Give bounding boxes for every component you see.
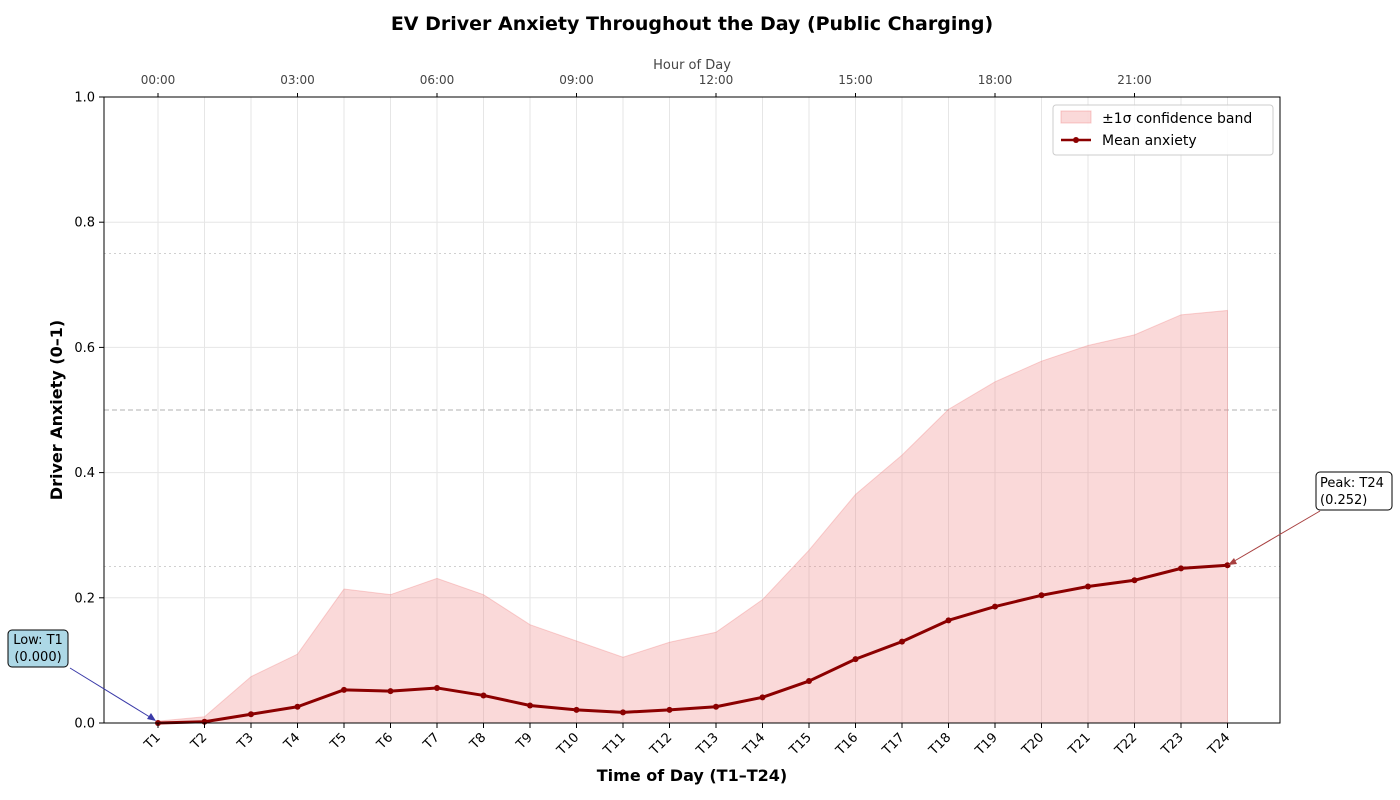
top-tick-label: 00:00: [141, 73, 176, 87]
y-axis-label: Driver Anxiety (0–1): [47, 320, 66, 500]
x-tick-label: T21: [1065, 730, 1094, 759]
x-tick-label: T23: [1158, 730, 1187, 759]
annotation-low-line2: (0.000): [14, 650, 61, 665]
x-tick-label: T8: [467, 730, 490, 753]
data-point: [248, 711, 254, 718]
data-point: [806, 678, 812, 685]
data-point: [434, 684, 440, 691]
data-point: [1131, 577, 1138, 584]
annotation-low-line1: Low: T1: [13, 633, 63, 648]
x-tick-label: T19: [972, 730, 1001, 759]
data-point: [527, 702, 533, 709]
top-axis-label: Hour of Day: [653, 58, 731, 73]
legend-frame: [1052, 104, 1274, 156]
x-tick-label: T14: [740, 730, 769, 759]
data-point: [713, 703, 719, 710]
annotation-low-arrow: [69, 667, 154, 720]
top-tick-label: 21:00: [1117, 73, 1152, 87]
data-point: [852, 656, 859, 663]
annotation-low-box: [7, 629, 69, 668]
data-point: [945, 617, 952, 624]
annotation-low: Low: T1 (0.000): [7, 629, 156, 721]
top-tick-label: 18:00: [978, 73, 1013, 87]
x-tick-label: T9: [513, 730, 536, 753]
legend-line-marker: [1073, 137, 1079, 143]
mean-anxiety-line: [157, 563, 1228, 725]
x-tick-label: T2: [188, 730, 211, 753]
data-point: [1085, 583, 1091, 590]
annotation-low-arrowhead: [147, 713, 156, 721]
data-point: [1224, 562, 1231, 569]
annotation-peak-arrow: [1230, 510, 1321, 564]
annotation-peak-line1: Peak: T24: [1320, 476, 1384, 491]
y-tick-label: 0.0: [74, 717, 95, 732]
x-tick-label: T12: [647, 730, 676, 759]
annotation-peak-line2: (0.252): [1320, 493, 1367, 508]
x-tick-label: T4: [281, 730, 304, 753]
top-tick-label: 12:00: [699, 73, 734, 87]
x-tick-label: T17: [879, 730, 908, 759]
annotation-peak: Peak: T24 (0.252): [1228, 471, 1393, 565]
top-tick-label: 06:00: [420, 73, 455, 87]
x-tick-label: T10: [554, 730, 583, 759]
annotation-peak-box: [1315, 471, 1393, 511]
x-tick-label: T5: [327, 730, 350, 753]
x-tick-label: T6: [374, 730, 397, 753]
top-tick-label: 15:00: [838, 73, 873, 87]
x-tick-label: T20: [1019, 730, 1048, 759]
data-point: [341, 686, 347, 693]
data-point: [899, 638, 905, 645]
x-tick-label: T11: [600, 730, 629, 759]
x-axis-label: Time of Day (T1–T24): [597, 766, 787, 785]
plot-frame: [103, 96, 1281, 724]
confidence-band: [157, 309, 1228, 724]
x-tick-label: T1: [141, 730, 164, 753]
data-point: [620, 709, 626, 716]
data-point: [666, 706, 673, 713]
x-tick-label: T15: [786, 730, 815, 759]
x-tick-label: T13: [693, 730, 722, 759]
x-tick-label: T24: [1205, 730, 1234, 759]
top-tick-label: 09:00: [559, 73, 594, 87]
y-tick-label: 0.4: [74, 466, 95, 481]
x-tick-label: T7: [420, 730, 443, 753]
data-point: [1038, 592, 1045, 599]
legend: ±1σ confidence band Mean anxiety: [1052, 104, 1274, 156]
y-tick-label: 0.2: [74, 591, 95, 606]
data-point: [1178, 565, 1184, 572]
data-point: [759, 694, 766, 701]
legend-band-label: ±1σ confidence band: [1102, 111, 1252, 127]
legend-line-label: Mean anxiety: [1102, 133, 1197, 149]
x-tick-label: T3: [234, 730, 257, 753]
data-point: [573, 706, 580, 713]
y-tick-label: 1.0: [74, 91, 95, 106]
data-point: [387, 688, 394, 695]
y-tick-label: 0.6: [74, 341, 95, 356]
x-tick-label: T22: [1112, 730, 1141, 759]
x-tick-label: T18: [926, 730, 955, 759]
annotation-peak-arrowhead: [1228, 558, 1237, 565]
chart-title: EV Driver Anxiety Throughout the Day (Pu…: [391, 13, 993, 35]
mean-line-layer: [155, 562, 1231, 726]
legend-band-swatch: [1060, 110, 1092, 124]
data-point: [480, 692, 487, 699]
data-point: [294, 703, 301, 710]
confidence-band-layer: [157, 309, 1228, 724]
data-point: [992, 603, 998, 610]
x-tick-label: T16: [833, 730, 862, 759]
top-tick-label: 03:00: [280, 73, 315, 87]
y-tick-label: 0.8: [74, 216, 95, 231]
